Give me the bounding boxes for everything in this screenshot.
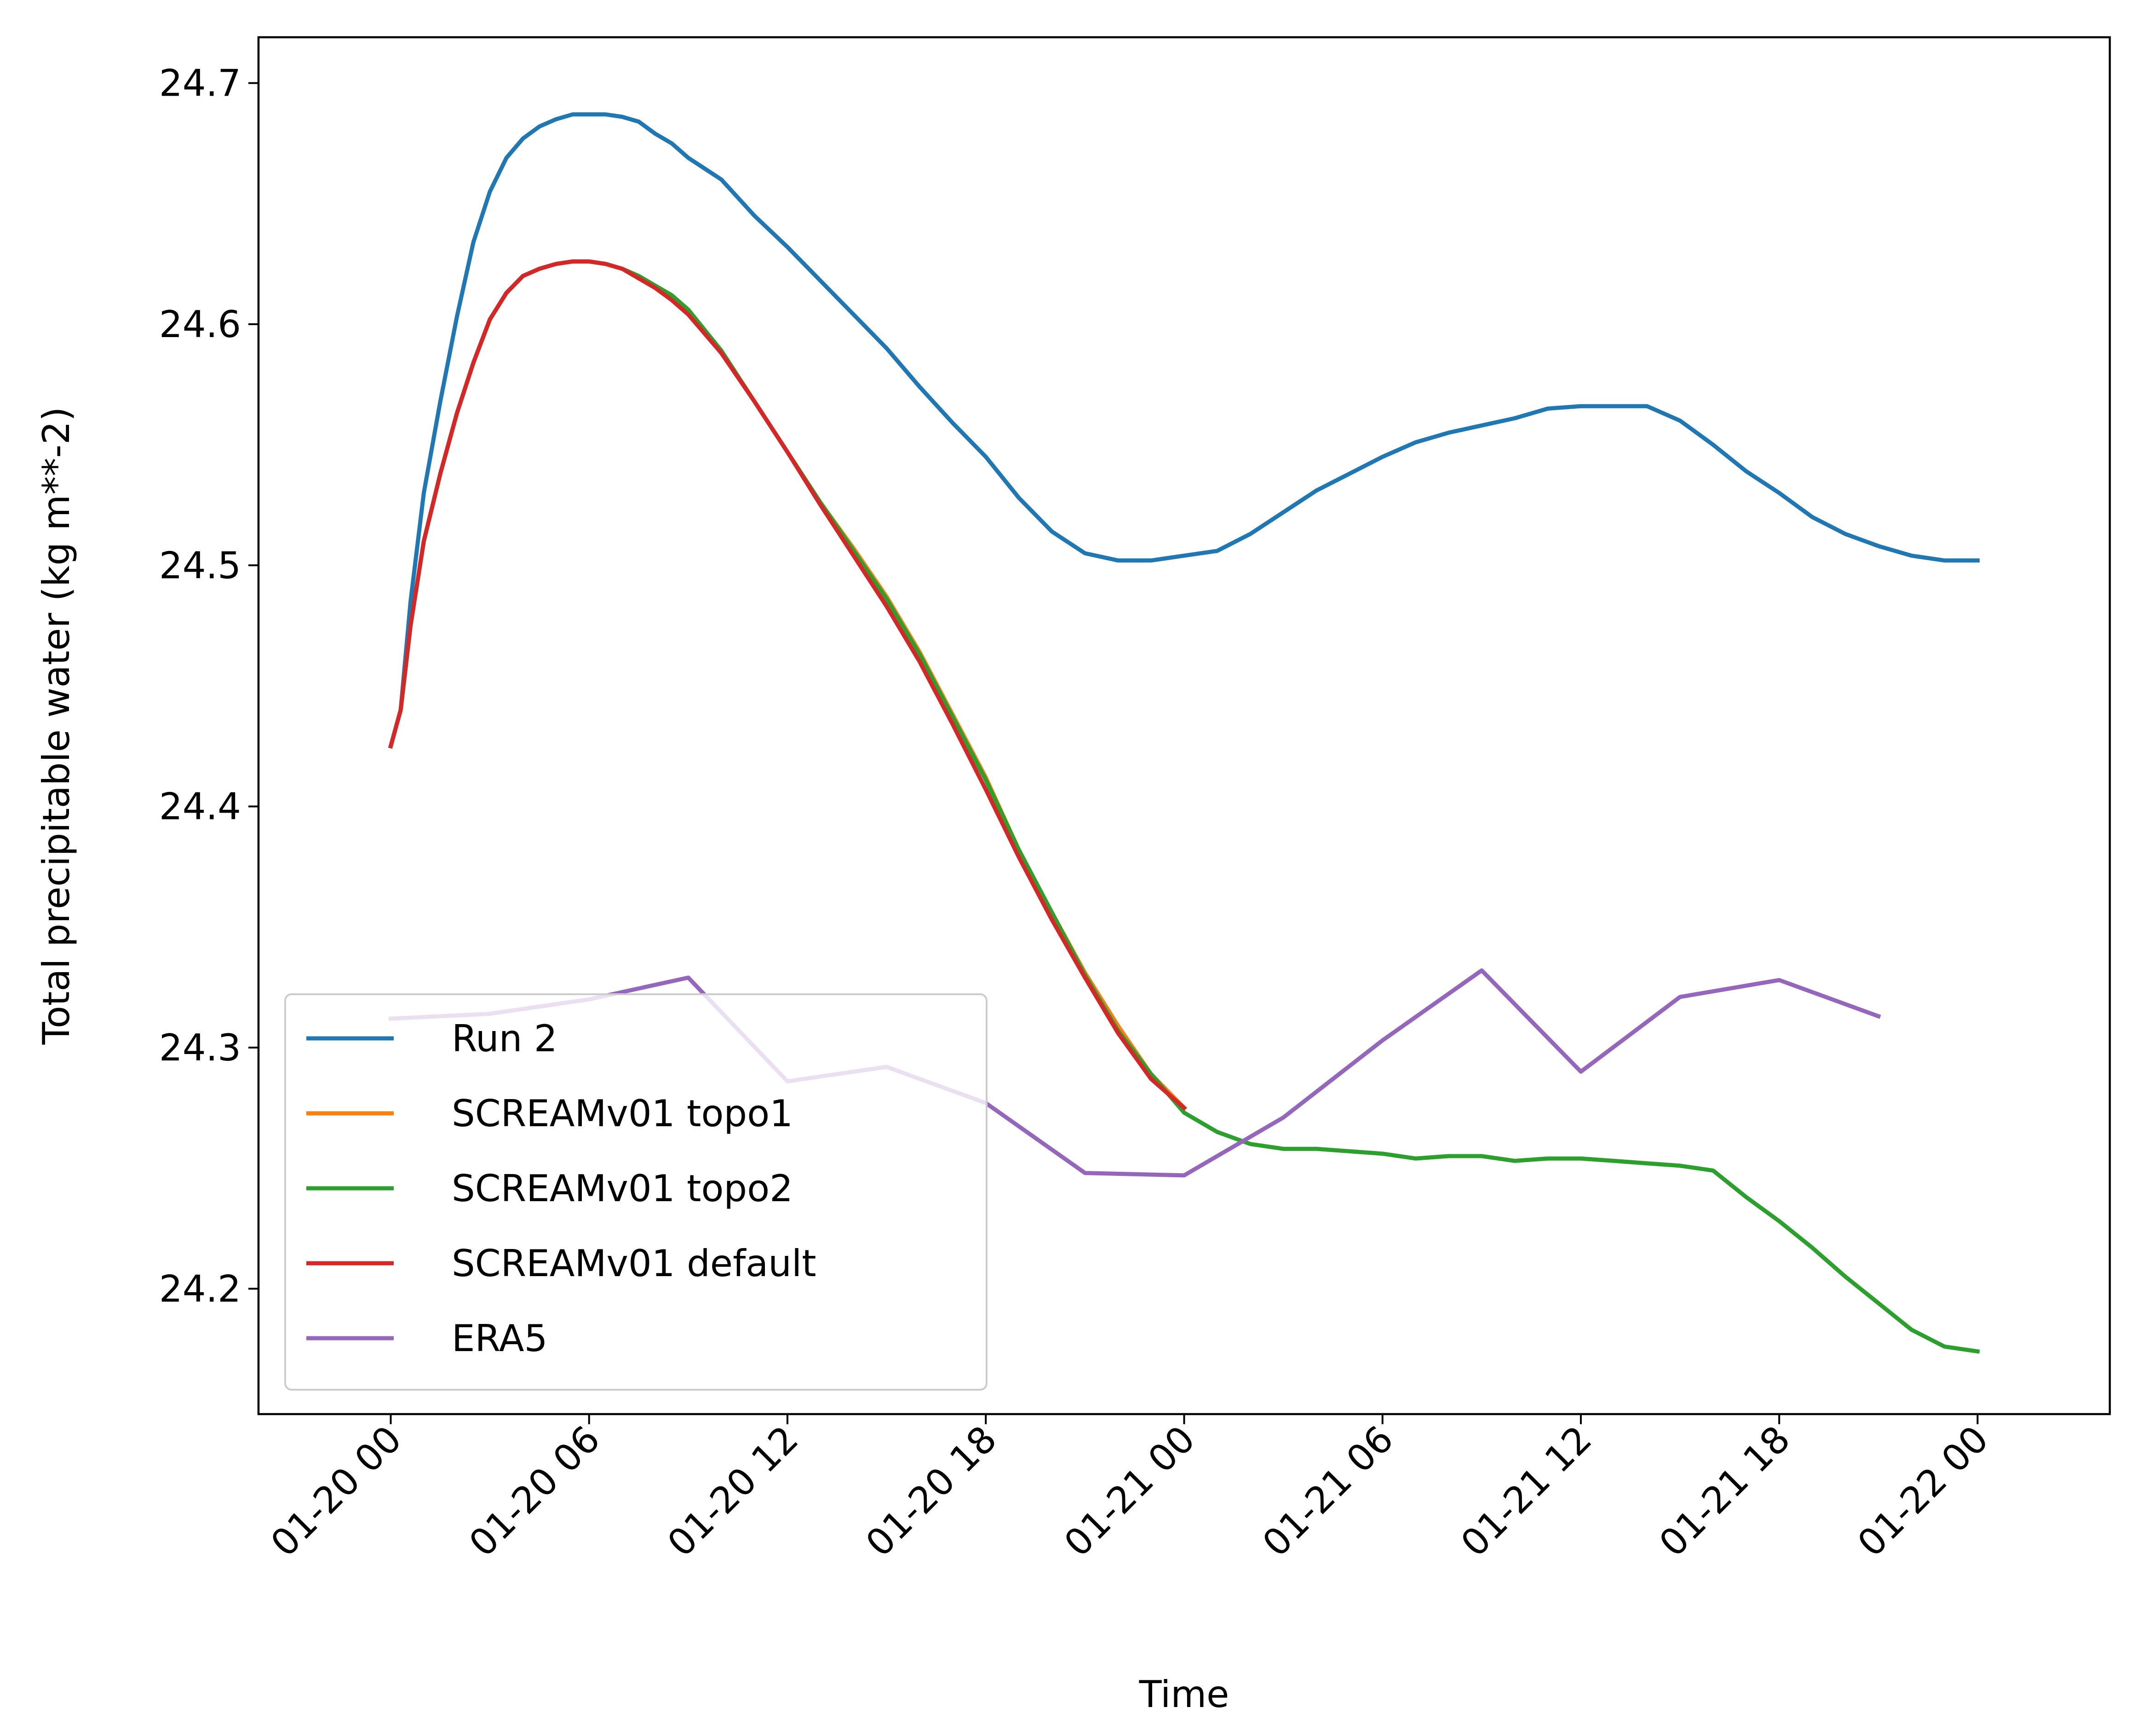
y-tick-label: 24.6 [159, 303, 241, 346]
y-axis: 24.2 24.3 24.4 24.5 24.6 24.7 [159, 62, 258, 1310]
y-tick-label: 24.3 [159, 1026, 241, 1069]
y-tick-label: 24.2 [159, 1267, 241, 1310]
legend-entry-label: SCREAMv01 topo2 [452, 1167, 793, 1210]
y-tick-label: 24.5 [159, 544, 241, 587]
series-line-screamv01-default [388, 259, 1187, 1111]
legend: Run 2 SCREAMv01 topo1 SCREAMv01 topo2 SCREA… [284, 993, 988, 1391]
y-axis-label: Total precipitable water (kg m**-2) [35, 407, 78, 1045]
y-tick-label: 24.4 [159, 785, 241, 828]
legend-entry-label: SCREAMv01 default [452, 1242, 816, 1285]
x-axis-label: Time [1139, 1673, 1229, 1716]
series-layer [388, 112, 1980, 1354]
y-tick-label: 24.7 [159, 62, 241, 105]
legend-entry-label: SCREAMv01 topo1 [452, 1092, 793, 1135]
legend-entry-label: ERA5 [452, 1317, 548, 1360]
legend-entry-label: Run 2 [452, 1017, 557, 1060]
series-line-run-2 [388, 112, 1980, 749]
legend-box [284, 993, 988, 1391]
series-line-era5 [388, 968, 1881, 1178]
